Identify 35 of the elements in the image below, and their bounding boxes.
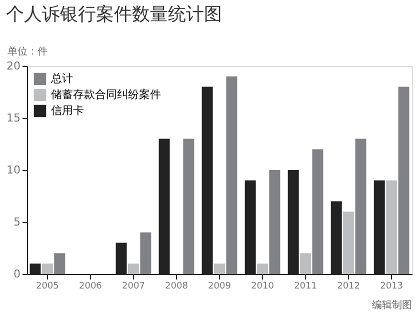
bar	[312, 149, 324, 274]
x-tick-label: 2005	[36, 282, 59, 292]
legend-label: 储蓄存款合同纠纷案件	[51, 88, 161, 101]
bar	[355, 138, 366, 274]
y-tick-label: 15	[6, 112, 20, 124]
x-tick-label: 2009	[208, 282, 232, 292]
bar	[54, 253, 66, 274]
bar	[140, 232, 152, 274]
x-tick-label: 2012	[337, 282, 360, 292]
y-tick-label: 20	[6, 60, 20, 72]
bar	[386, 180, 398, 274]
y-tick-label: 5	[14, 216, 20, 228]
bar	[42, 264, 53, 274]
bar	[226, 76, 238, 274]
chart-title: 个人诉银行案件数量统计图	[6, 4, 222, 25]
legend-label: 信用卡	[51, 104, 84, 117]
x-tick-label: 2010	[251, 282, 274, 292]
bar	[128, 264, 139, 274]
x-tick-label: 2008	[165, 282, 188, 292]
bar	[183, 138, 194, 274]
bar	[300, 253, 312, 274]
y-tick-label: 10	[6, 164, 20, 176]
text: 编辑制图	[372, 299, 412, 311]
x-tick-label: 2013	[380, 282, 404, 292]
y-tick-label: 0	[14, 268, 20, 280]
x-tick-label: 2011	[294, 282, 317, 292]
y-axis-title: 单位：件	[8, 46, 48, 58]
bar	[398, 86, 410, 274]
bar	[269, 170, 280, 274]
bar	[214, 264, 225, 274]
x-tick-label: 2006	[78, 282, 102, 292]
x-tick-label: 2007	[122, 282, 145, 292]
bar	[343, 212, 354, 274]
bar	[257, 264, 268, 274]
legend-label: 总计	[50, 72, 73, 85]
